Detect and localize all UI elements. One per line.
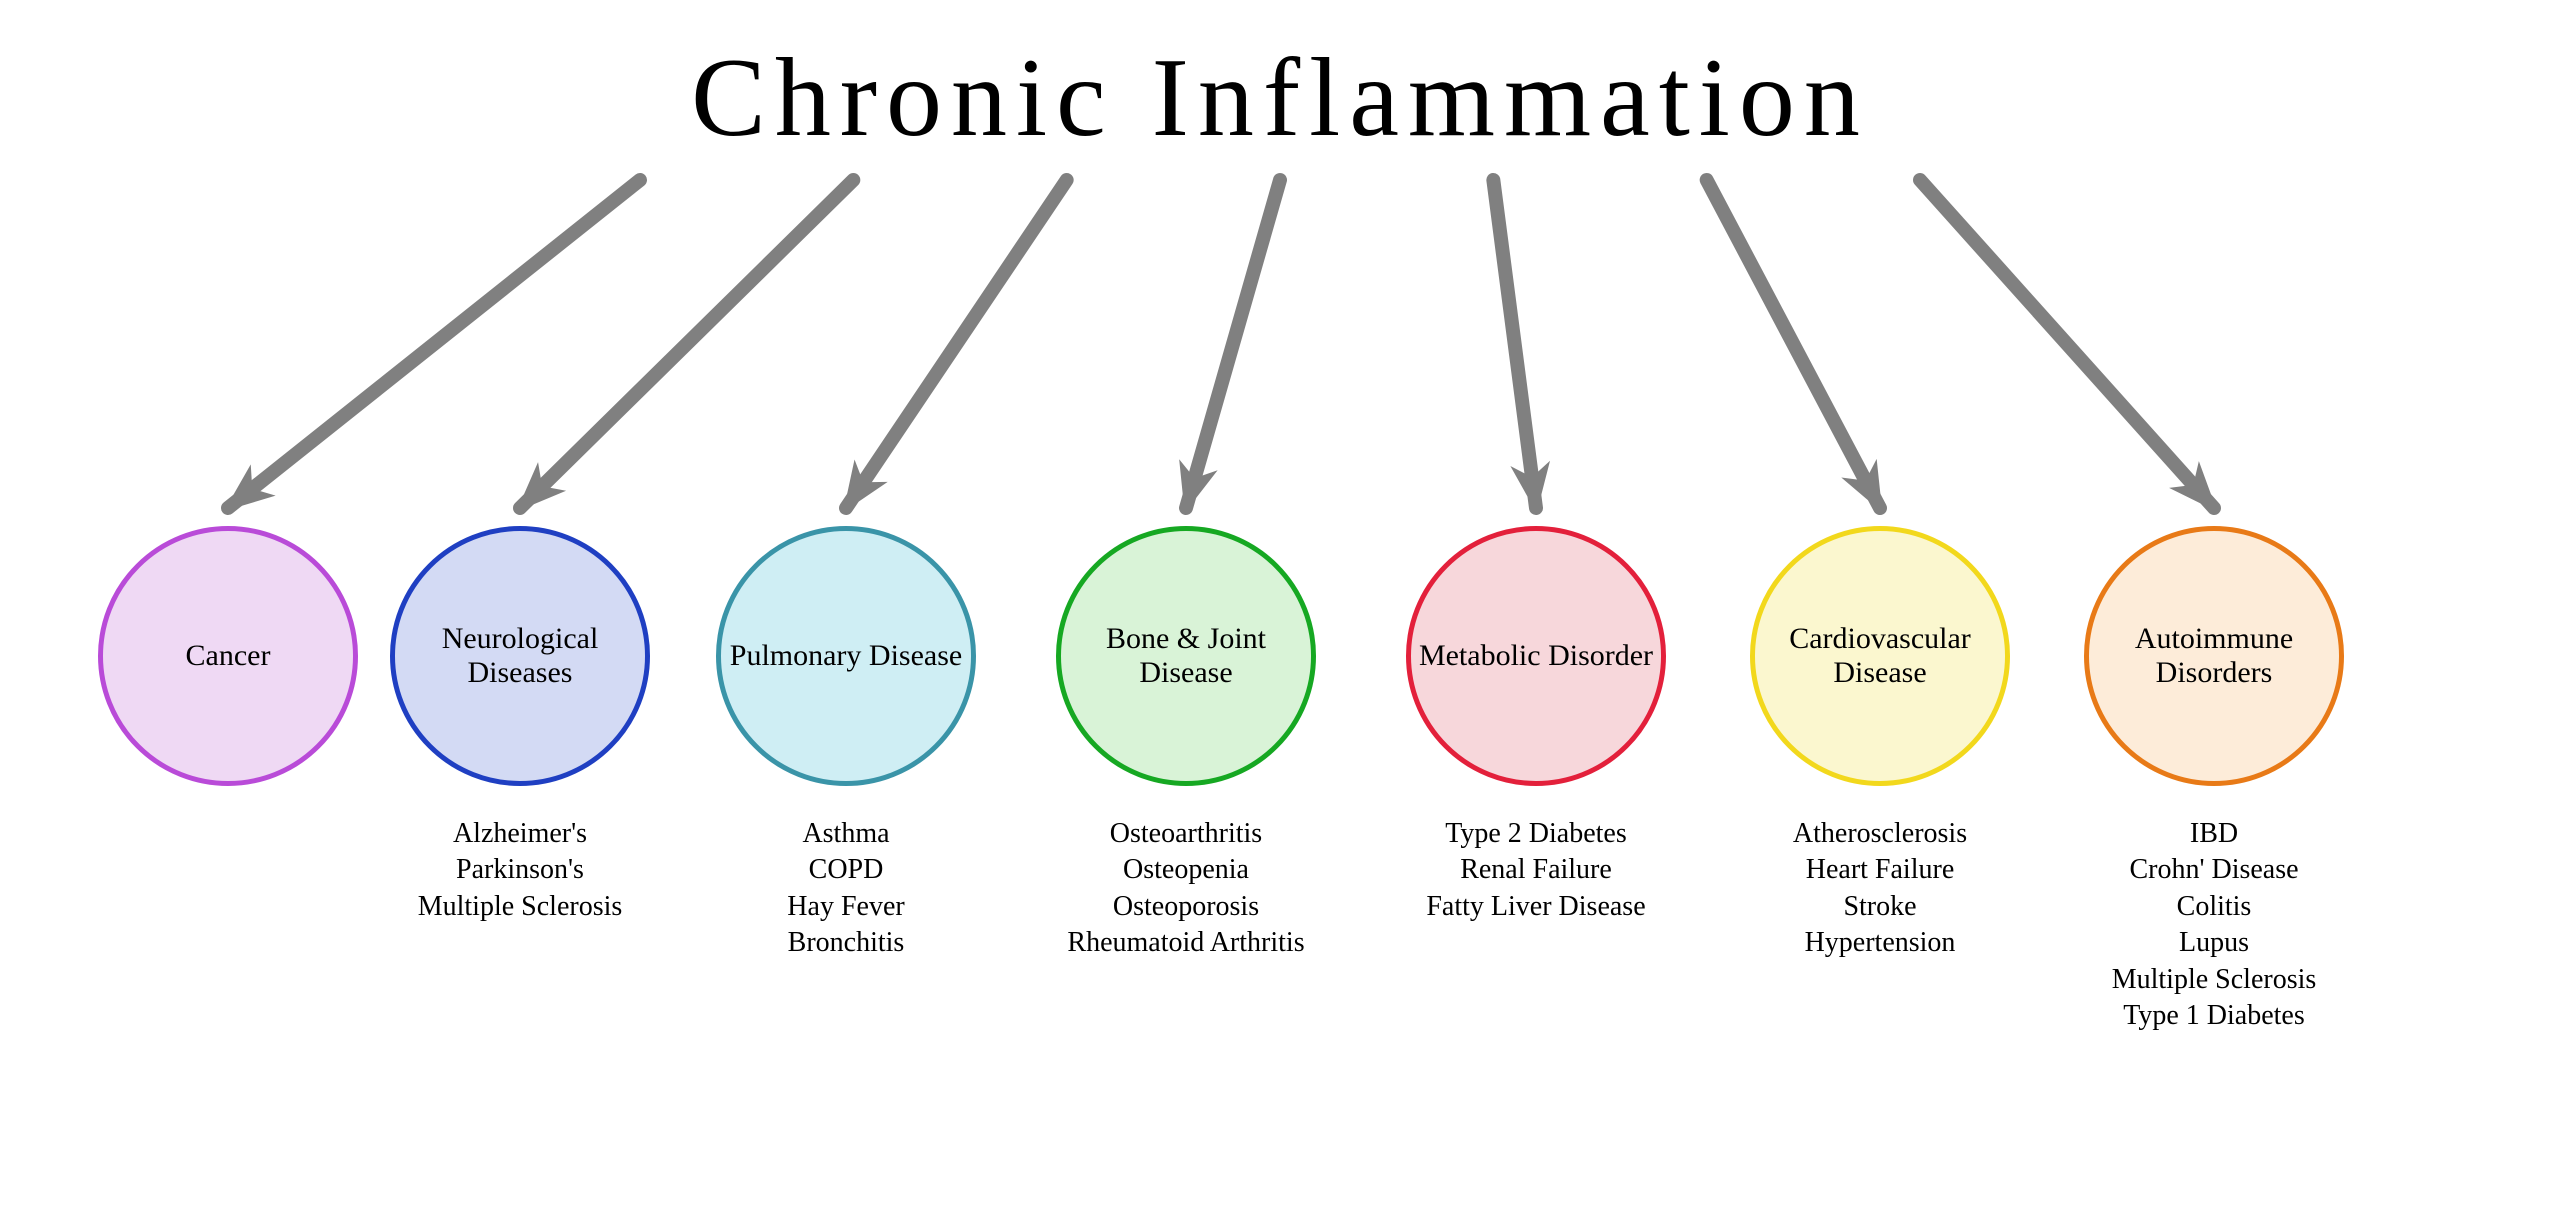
diagram-title: Chronic Inflammation xyxy=(0,34,2560,163)
example-item: Hypertension xyxy=(1710,925,2050,961)
example-item: Multiple Sclerosis xyxy=(350,889,690,925)
example-item: Osteoporosis xyxy=(1016,889,1356,925)
category-label: Metabolic Disorder xyxy=(1413,639,1659,674)
category-node-autoimmune: Autoimmune Disorders xyxy=(2084,526,2344,786)
example-item: Colitis xyxy=(2044,889,2384,925)
example-item: Alzheimer's xyxy=(350,816,690,852)
category-label: Cardiovascular Disease xyxy=(1755,622,2005,691)
arrow-pulmonary xyxy=(846,180,1067,508)
example-item: Asthma xyxy=(676,816,1016,852)
example-item: Bronchitis xyxy=(676,925,1016,961)
category-label: Bone & Joint Disease xyxy=(1061,622,1311,691)
example-item: IBD xyxy=(2044,816,2384,852)
category-node-neurological: Neurological Diseases xyxy=(390,526,650,786)
category-node-cancer: Cancer xyxy=(98,526,358,786)
example-item: Osteopenia xyxy=(1016,852,1356,888)
example-item: Lupus xyxy=(2044,925,2384,961)
category-label: Cancer xyxy=(180,639,277,674)
arrow-metabolic xyxy=(1493,180,1536,508)
category-label: Pulmonary Disease xyxy=(724,639,968,674)
examples-cardiovascular: AtherosclerosisHeart FailureStrokeHypert… xyxy=(1710,816,2050,962)
example-item: Type 2 Diabetes xyxy=(1366,816,1706,852)
example-item: Crohn' Disease xyxy=(2044,852,2384,888)
example-item: Renal Failure xyxy=(1366,852,1706,888)
example-item: Heart Failure xyxy=(1710,852,2050,888)
example-item: COPD xyxy=(676,852,1016,888)
arrow-neurological xyxy=(520,180,853,508)
example-item: Multiple Sclerosis xyxy=(2044,962,2384,998)
category-label: Autoimmune Disorders xyxy=(2089,622,2339,691)
example-item: Rheumatoid Arthritis xyxy=(1016,925,1356,961)
example-item: Stroke xyxy=(1710,889,2050,925)
example-item: Parkinson's xyxy=(350,852,690,888)
example-item: Osteoarthritis xyxy=(1016,816,1356,852)
example-item: Fatty Liver Disease xyxy=(1366,889,1706,925)
category-node-metabolic: Metabolic Disorder xyxy=(1406,526,1666,786)
examples-neurological: Alzheimer'sParkinson'sMultiple Sclerosis xyxy=(350,816,690,925)
example-item: Atherosclerosis xyxy=(1710,816,2050,852)
example-item: Type 1 Diabetes xyxy=(2044,998,2384,1034)
arrow-autoimmune xyxy=(1920,180,2214,508)
category-label: Neurological Diseases xyxy=(395,622,645,691)
diagram-stage: Chronic Inflammation Cancer Neurological … xyxy=(0,0,2560,1209)
examples-autoimmune: IBDCrohn' DiseaseColitisLupusMultiple Sc… xyxy=(2044,816,2384,1034)
arrow-bone-joint xyxy=(1186,180,1280,508)
examples-metabolic: Type 2 DiabetesRenal FailureFatty Liver … xyxy=(1366,816,1706,925)
arrow-cancer xyxy=(228,180,640,508)
example-item: Hay Fever xyxy=(676,889,1016,925)
category-node-bone-joint: Bone & Joint Disease xyxy=(1056,526,1316,786)
examples-bone-joint: OsteoarthritisOsteopeniaOsteoporosisRheu… xyxy=(1016,816,1356,962)
examples-pulmonary: AsthmaCOPDHay FeverBronchitis xyxy=(676,816,1016,962)
category-node-pulmonary: Pulmonary Disease xyxy=(716,526,976,786)
category-node-cardiovascular: Cardiovascular Disease xyxy=(1750,526,2010,786)
arrow-cardiovascular xyxy=(1707,180,1880,508)
